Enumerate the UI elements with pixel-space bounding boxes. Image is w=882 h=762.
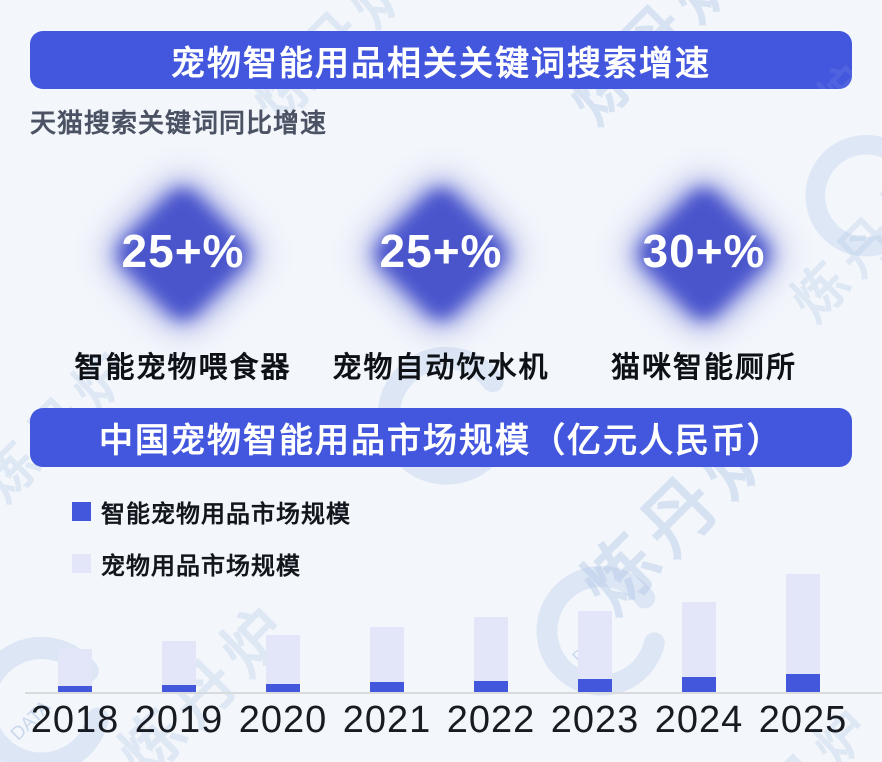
metric-water-dispenser: 25+% 宠物自动饮水机 xyxy=(311,172,571,386)
legend-label: 宠物用品市场规模 xyxy=(101,552,301,580)
metric-value: 25+% xyxy=(121,224,245,277)
section2-title-banner: 中国宠物智能用品市场规模（亿元人民币） xyxy=(30,408,852,467)
bar-segment-smart xyxy=(786,674,820,692)
bar-chart-plot xyxy=(23,560,855,692)
bar-segment-smart xyxy=(370,682,404,692)
x-tick-2018: 2018 xyxy=(30,699,120,741)
bar-segment-smart xyxy=(58,686,92,692)
bar-segment-overall xyxy=(58,649,92,686)
legend-swatch-overall xyxy=(72,553,91,573)
metric-label: 猫咪智能厕所 xyxy=(610,352,797,384)
bar-2023 xyxy=(543,560,647,692)
section2-title: 中国宠物智能用品市场规模（亿元人民币） xyxy=(99,422,783,460)
x-tick-2025: 2025 xyxy=(758,699,848,741)
bar-segment-overall xyxy=(266,635,300,684)
metric-smart-feeder: 25+% 智能宠物喂食器 xyxy=(53,172,313,386)
bar-2025 xyxy=(751,560,855,692)
x-tick-2023: 2023 xyxy=(550,699,640,741)
chart-legend: 智能宠物用品市场规模 宠物用品市场规模 xyxy=(72,498,351,602)
x-axis-labels: 2018 2019 2020 2021 2022 2023 2024 2025 xyxy=(23,699,855,742)
bar-2022 xyxy=(439,560,543,692)
bar-2024 xyxy=(647,560,751,692)
bar-segment-overall xyxy=(578,611,612,679)
metric-badge: 25+% xyxy=(311,172,571,336)
bar-segment-smart xyxy=(162,685,196,692)
legend-label: 智能宠物用品市场规模 xyxy=(101,500,351,528)
x-tick-2020: 2020 xyxy=(238,699,328,741)
bar-segment-overall xyxy=(370,627,404,682)
chart-subtitle: 天猫搜索关键词同比增速 xyxy=(30,108,328,138)
metric-value: 25+% xyxy=(379,224,503,277)
x-tick-2021: 2021 xyxy=(342,699,432,741)
bar-2018 xyxy=(23,560,127,692)
bar-segment-smart xyxy=(682,677,716,692)
bar-segment-smart xyxy=(266,684,300,692)
bar-2019 xyxy=(127,560,231,692)
legend-item-overall: 宠物用品市场规模 xyxy=(72,550,351,580)
metric-label: 宠物自动饮水机 xyxy=(332,352,550,384)
x-tick-2022: 2022 xyxy=(446,699,536,741)
bar-segment-overall xyxy=(474,617,508,681)
bar-segment-overall xyxy=(682,602,716,677)
metric-smart-litter-box: 30+% 猫咪智能厕所 xyxy=(574,172,834,386)
metric-badge: 25+% xyxy=(53,172,313,336)
metric-value: 30+% xyxy=(642,224,766,277)
section1-title-banner: 宠物智能用品相关关键词搜索增速 炼丹炉 xyxy=(30,31,882,204)
bar-segment-overall xyxy=(162,641,196,685)
metric-badge: 30+% xyxy=(574,172,834,336)
x-tick-2024: 2024 xyxy=(654,699,744,741)
bar-2020 xyxy=(231,560,335,692)
bar-2021 xyxy=(335,560,439,692)
legend-swatch-smart xyxy=(72,501,91,521)
x-axis-line xyxy=(25,692,882,694)
bar-segment-smart xyxy=(474,681,508,692)
legend-item-smart: 智能宠物用品市场规模 xyxy=(72,498,351,528)
bar-segment-overall xyxy=(786,574,820,674)
metric-label: 智能宠物喂食器 xyxy=(74,352,292,384)
bar-segment-smart xyxy=(578,679,612,692)
section1-title: 宠物智能用品相关关键词搜索增速 xyxy=(171,44,711,83)
x-tick-2019: 2019 xyxy=(134,699,224,741)
